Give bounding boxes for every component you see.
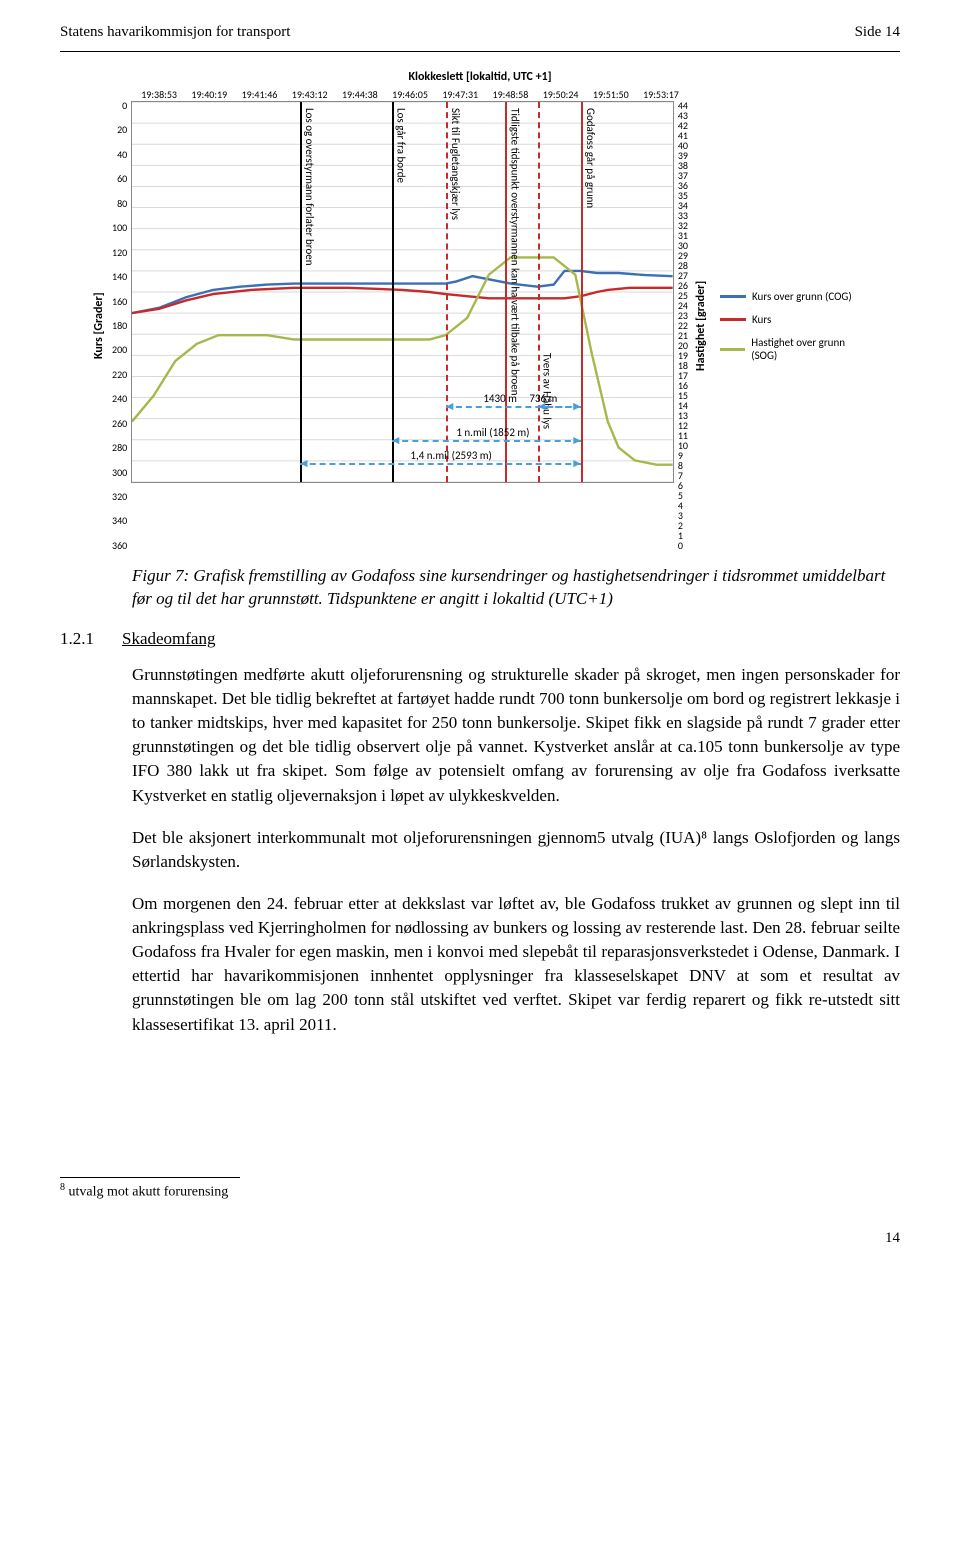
chart-xtick: 19:41:46	[234, 88, 284, 101]
chart-ytick-left: 260	[112, 419, 127, 429]
chart-yticks-right: 4443424140393837363534333231302928272625…	[674, 101, 692, 551]
chart-event-label: Tvers av Håbu lys	[541, 353, 554, 429]
chart-xtick: 19:46:05	[385, 88, 435, 101]
chart-yticks-left: 0 20 40 60 80 100 120 140 160 180 200 220 240 260 280 3…	[108, 101, 131, 551]
header-rule	[60, 51, 900, 52]
chart-ytick-right: 0	[678, 541, 683, 551]
chart-xticks: 19:38:5319:40:1919:41:4619:43:1219:44:38…	[134, 88, 686, 101]
chart-xtick: 19:48:58	[485, 88, 535, 101]
footnote-rule	[60, 1177, 240, 1178]
chart-xtick: 19:38:53	[134, 88, 184, 101]
chart-xtick: 19:44:38	[335, 88, 385, 101]
chart-ytick-left: 120	[112, 248, 127, 258]
chart-event-line	[392, 102, 394, 482]
chart-distance-label: 1430 m	[483, 392, 517, 405]
chart-plot-area: Los og overstyrmann forlater broen Los gå…	[131, 101, 674, 483]
legend-label: Kurs	[752, 313, 771, 326]
section-heading: 1.2.1 Skadeomfang	[60, 629, 900, 649]
section-number: 1.2.1	[60, 629, 94, 649]
legend-item: Kurs over grunn (COG)	[720, 290, 870, 303]
section-title: Skadeomfang	[122, 629, 215, 649]
body-paragraph: Grunnstøtingen medførte akutt oljeforure…	[132, 663, 900, 808]
chart-event-label: Godafoss går på grunn	[584, 108, 597, 208]
header-left: Statens havarikommisjon for transport	[60, 24, 290, 41]
chart-distance-label: 1,4 n.mil (2593 m)	[410, 449, 492, 462]
footnote-text: utvalg mot akutt forurensing	[65, 1184, 228, 1199]
chart-ytick-left: 280	[112, 443, 127, 453]
chart-event-label: Sikt til Fugletangskjær lys	[449, 108, 462, 220]
chart-distance-label: 736 m	[529, 392, 557, 405]
chart-ytick-left: 240	[112, 394, 127, 404]
footnote: 8 utvalg mot akutt forurensing	[60, 1182, 900, 1201]
legend-label: Hastighet over grunn (SOG)	[751, 336, 870, 362]
chart-ytick-left: 40	[117, 150, 127, 160]
chart-title: Klokkeslett [lokaltid, UTC +1]	[90, 70, 870, 84]
chart-ytick-left: 340	[112, 516, 127, 526]
running-header: Statens havarikommisjon for transport Si…	[60, 24, 900, 41]
chart-distance-band: ◄►	[392, 440, 581, 442]
chart-xtick: 19:43:12	[285, 88, 335, 101]
legend-item: Hastighet over grunn (SOG)	[720, 336, 870, 362]
chart-event-label: Los og overstyrmann forlater broen	[303, 108, 316, 266]
body-paragraph: Det ble aksjonert interkommunalt mot olj…	[132, 826, 900, 874]
chart-event-line	[300, 102, 302, 482]
chart-ytick-left: 0	[122, 101, 127, 111]
chart-event-line	[505, 102, 507, 482]
chart-event-line	[538, 102, 540, 482]
chart-event-label: Tidligste tidspunkt overstyrmannen kan h…	[508, 108, 521, 268]
chart-event-label: Los går fra borde	[395, 108, 408, 183]
chart-ytick-left: 180	[112, 321, 127, 331]
chart-event-line	[581, 102, 583, 482]
legend-swatch	[720, 348, 745, 351]
chart-ytick-left: 80	[117, 199, 127, 209]
legend-label: Kurs over grunn (COG)	[752, 290, 852, 303]
chart-ytick-left: 360	[112, 541, 127, 551]
chart-ytick-left: 60	[117, 174, 127, 184]
chart-ytick-left: 200	[112, 345, 127, 355]
chart-xtick: 19:47:31	[435, 88, 485, 101]
chart-event-line	[446, 102, 448, 482]
legend-swatch	[720, 295, 746, 298]
chart-distance-band: ◄►	[300, 463, 581, 465]
body-paragraph: Om morgenen den 24. februar etter at dek…	[132, 892, 900, 1037]
chart-legend: Kurs over grunn (COG) Kurs Hastighet over …	[710, 101, 870, 551]
legend-item: Kurs	[720, 313, 870, 326]
chart-ytick-left: 160	[112, 297, 127, 307]
chart-ylabel-right: Hastighet [grader]	[692, 101, 710, 551]
chart-ytick-left: 140	[112, 272, 127, 282]
chart: Klokkeslett [lokaltid, UTC +1] 19:38:531…	[90, 70, 870, 551]
chart-xtick: 19:51:50	[586, 88, 636, 101]
chart-ytick-left: 300	[112, 468, 127, 478]
chart-xtick: 19:40:19	[184, 88, 234, 101]
chart-distance-label: 1 n.mil (1852 m)	[456, 426, 529, 439]
chart-ytick-left: 320	[112, 492, 127, 502]
chart-xtick: 19:50:24	[536, 88, 586, 101]
chart-ytick-left: 100	[112, 223, 127, 233]
chart-ytick-left: 20	[117, 125, 127, 135]
chart-ylabel-left: Kurs [Grader]	[90, 101, 108, 551]
page-number: 14	[60, 1230, 900, 1247]
chart-ytick-left: 220	[112, 370, 127, 380]
legend-swatch	[720, 318, 746, 321]
header-right: Side 14	[855, 24, 900, 41]
chart-distance-band: ◄►	[538, 406, 581, 408]
figure-caption: Figur 7: Grafisk fremstilling av Godafos…	[132, 565, 900, 611]
